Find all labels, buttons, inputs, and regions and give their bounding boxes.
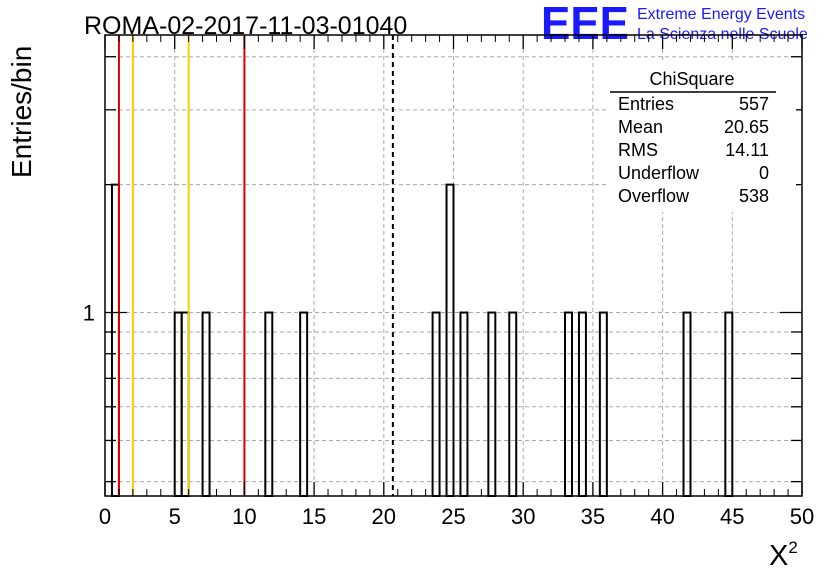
stats-box: ChiSquare Entries 557 Mean 20.65 RMS 14.11 Und… <box>606 62 796 212</box>
x-axis-label: X2 <box>769 538 798 572</box>
stats-row-label: Overflow <box>618 186 690 206</box>
logo-mark: EEE <box>541 0 629 49</box>
histogram-bar <box>110 183 120 498</box>
histogram-bars <box>110 183 734 498</box>
stats-box-background <box>606 62 796 212</box>
histogram-bar <box>598 311 608 497</box>
stats-row-label: Underflow <box>618 163 700 183</box>
stats-row-value: 0 <box>759 163 769 183</box>
x-tick-label: 5 <box>169 504 181 529</box>
histogram-bar <box>445 183 455 498</box>
axis-tick-labels: 0 5 10 15 20 25 30 35 40 45 50 1 <box>83 301 814 529</box>
stats-box-title: ChiSquare <box>649 69 734 89</box>
histogram-bar <box>682 311 692 497</box>
histogram-bar <box>459 311 469 497</box>
x-tick-label: 20 <box>372 504 396 529</box>
stats-row-value: 538 <box>739 186 769 206</box>
x-tick-label: 50 <box>790 504 814 529</box>
histogram-bar <box>487 311 497 497</box>
x-tick-label: 25 <box>441 504 465 529</box>
histogram-bar <box>180 311 190 497</box>
stats-row-label: Entries <box>618 94 674 114</box>
eee-logo: EEE Extreme Energy Events La Scienza nel… <box>541 0 808 49</box>
histogram-bar <box>508 311 518 497</box>
x-tick-label: 30 <box>511 504 535 529</box>
histogram-bar <box>564 311 573 497</box>
histogram-bar <box>431 311 441 497</box>
stats-row-label: Mean <box>618 117 663 137</box>
x-tick-label: 0 <box>99 504 111 529</box>
y-axis-label: Entries/bin <box>6 46 37 178</box>
x-tick-label: 45 <box>720 504 744 529</box>
stats-row-value: 20.65 <box>724 117 769 137</box>
histogram-bar <box>724 311 734 497</box>
x-tick-label: 40 <box>650 504 674 529</box>
axis-ticks <box>104 35 803 496</box>
x-tick-label: 10 <box>232 504 256 529</box>
x-axis-label-superscript: 2 <box>788 538 797 557</box>
histogram-bar <box>299 311 309 497</box>
stats-row-value: 14.11 <box>725 140 769 160</box>
logo-line1: Extreme Energy Events <box>637 6 805 23</box>
x-tick-label: 15 <box>302 504 326 529</box>
histogram-bar <box>173 311 183 497</box>
histogram-bar <box>264 311 274 497</box>
plot-frame <box>104 34 803 497</box>
stats-row-label: RMS <box>618 140 658 160</box>
x-axis-label-base: X <box>769 540 788 572</box>
histogram-bar <box>201 311 211 497</box>
marker-lines <box>117 35 394 496</box>
x-tick-label: 35 <box>581 504 605 529</box>
y-tick-label: 1 <box>83 301 95 326</box>
histogram-bar <box>577 311 587 497</box>
stats-row-value: 557 <box>739 94 769 114</box>
